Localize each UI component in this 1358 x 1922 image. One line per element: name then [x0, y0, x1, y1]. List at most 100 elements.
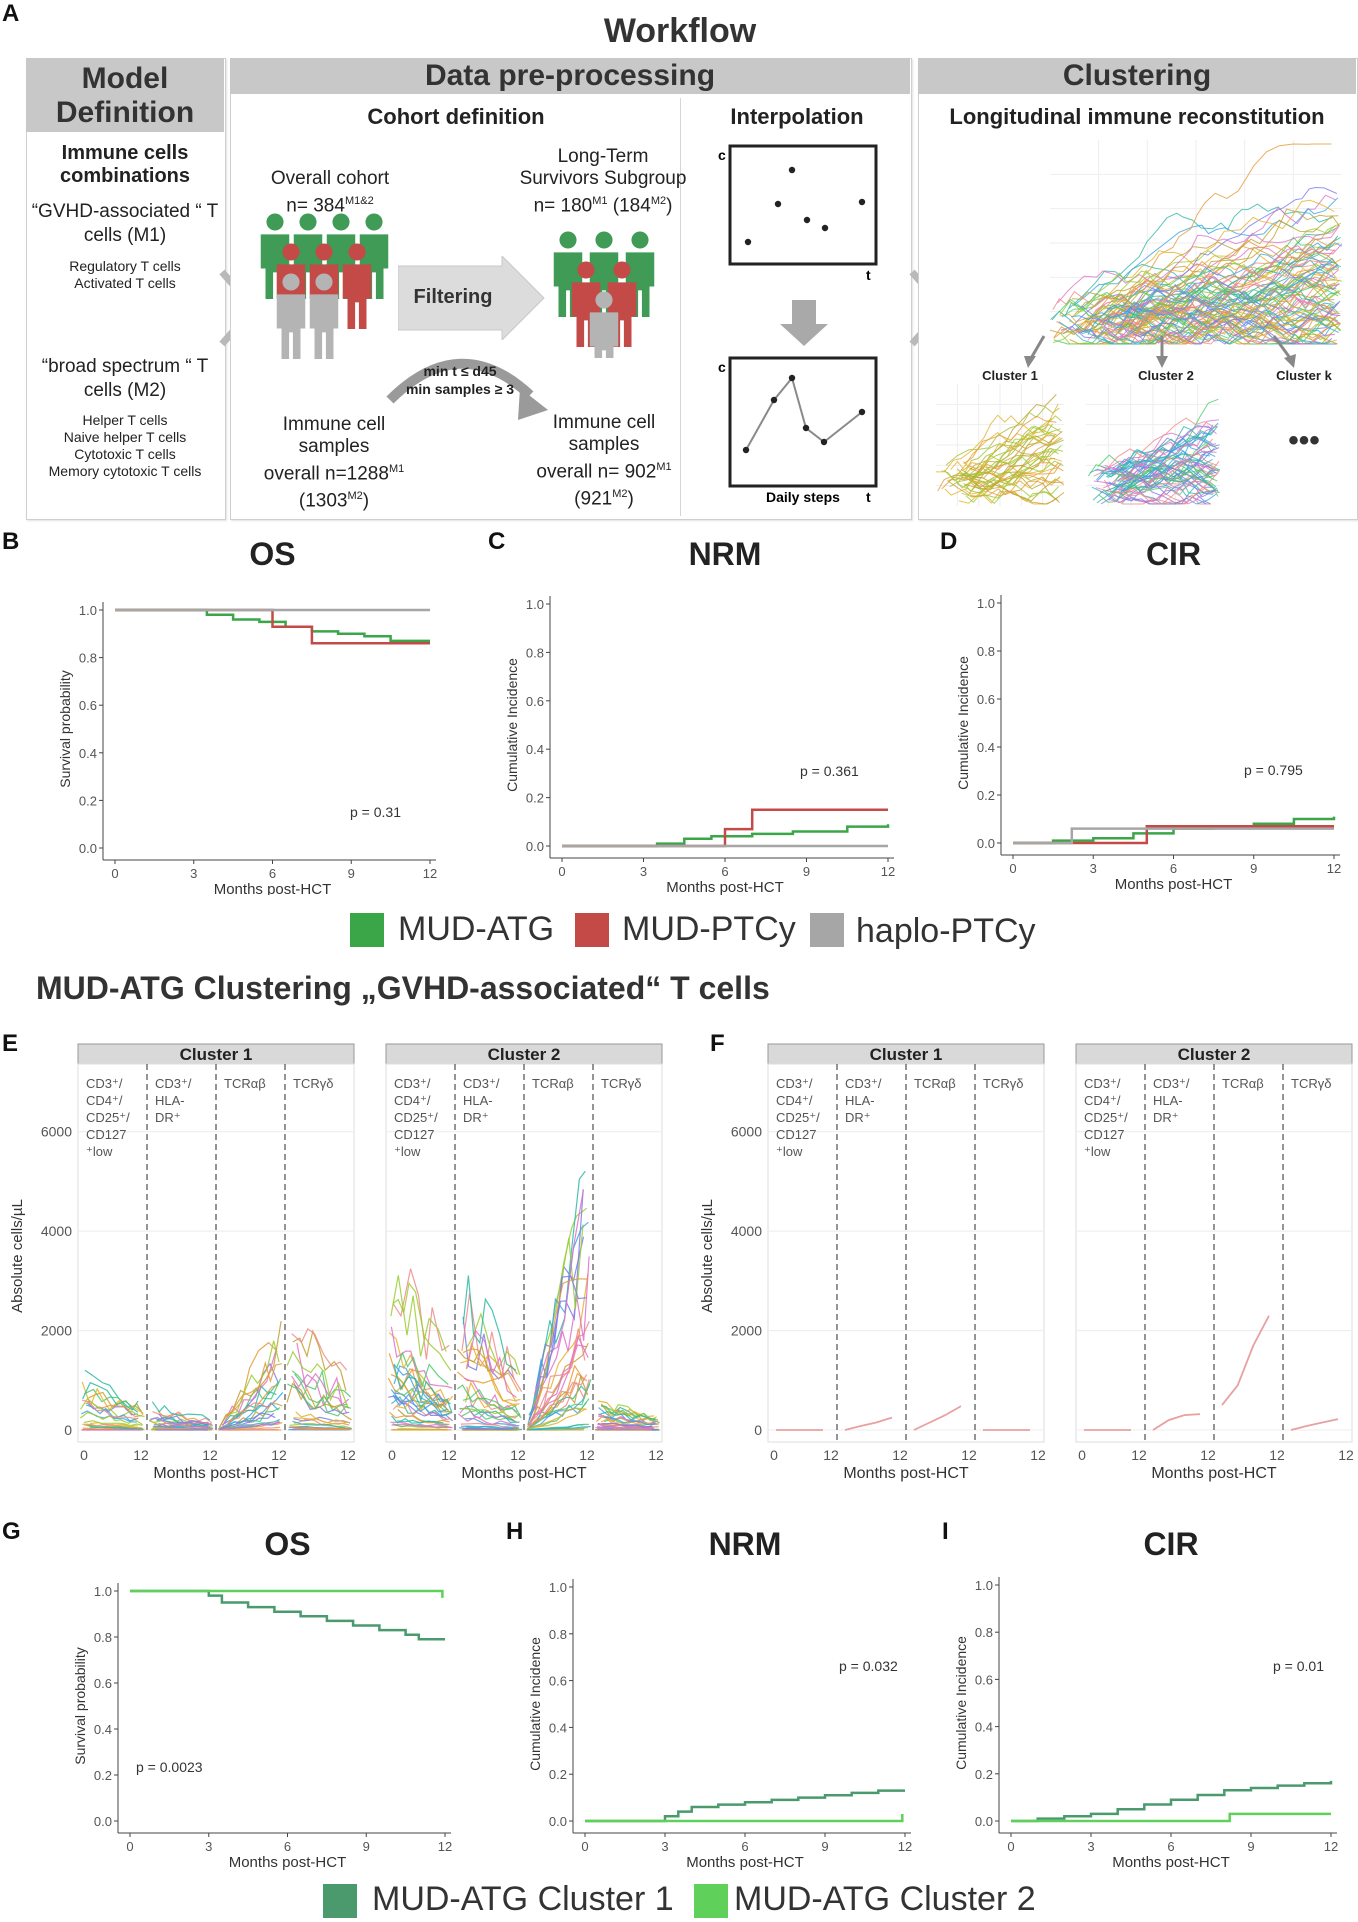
x-tick-label: 12: [1131, 1447, 1147, 1463]
facet-title: Cluster 2: [1178, 1045, 1251, 1064]
x-tick-label: 12: [423, 866, 437, 881]
p-value-label: p = 0.032: [839, 1658, 898, 1674]
segment-label: TCRγδ: [983, 1076, 1023, 1091]
segment-label: TCRγδ: [293, 1076, 333, 1091]
overall-cohort-text: Overall cohort: [270, 168, 390, 189]
trajectory-line: [603, 1404, 657, 1422]
panel-letter-e: E: [2, 1030, 19, 1057]
person-head: [282, 243, 300, 261]
x-tick-label: 0: [770, 1447, 778, 1463]
trajectory-line: [1076, 263, 1333, 345]
y-axis-label: Absolute cells/µL: [9, 1199, 26, 1313]
trajectory-line: [1121, 300, 1336, 345]
trajectory-line: [950, 432, 1058, 471]
segment-label: CD3⁺/: [86, 1076, 123, 1091]
trajectory-line: [218, 1421, 281, 1431]
x-tick-label: 12: [648, 1447, 664, 1463]
trajectory-line: [1114, 470, 1220, 505]
daily-steps-label: Daily steps: [766, 489, 840, 505]
y-tick-label: 0.8: [94, 1630, 112, 1645]
trajectory-line: [154, 1427, 213, 1431]
broad-item: Cytotoxic T cells: [74, 446, 176, 462]
trajectory-line: [85, 1404, 139, 1422]
trajectory-line: [291, 1373, 348, 1414]
x-tick-label: 12: [438, 1839, 452, 1854]
trajectory-line: [948, 437, 1064, 481]
trajectory-line: [293, 1417, 349, 1425]
gvhd-associated-label: “GVHD-associated “ T cells (M1): [31, 201, 219, 246]
samples-right-4-text: (921: [574, 488, 613, 510]
trajectory-line: [532, 1321, 590, 1419]
x-tick-label: 12: [961, 1447, 977, 1463]
y-tick-label: 0.2: [79, 793, 97, 808]
samples-right-2: samples: [568, 434, 640, 455]
trajectory-line: [88, 1391, 144, 1415]
overall-cohort-n: n= 384M1&2: [240, 190, 420, 217]
interp-dot: [820, 438, 828, 446]
trajectory-line: [527, 1424, 584, 1431]
y-tick-label: 0.2: [977, 788, 995, 803]
legend-label-cluster-2: MUD-ATG Cluster 2: [734, 1880, 1036, 1918]
chart-os-b: OS 0.0 0.2 0.4 0.6 0.8 1.0 0 3 6 9 12 Months post-HC…: [57, 536, 437, 895]
segment-label: HLA-: [845, 1093, 875, 1108]
trajectory-line: [1091, 316, 1336, 345]
trajectory-line: [1072, 197, 1339, 307]
segment-label: TCRαβ: [914, 1076, 956, 1091]
broad-spectrum-label: “broad spectrum “ T cells (M2): [41, 356, 209, 401]
panel-letter-b: B: [2, 528, 20, 555]
panel-letter-i: I: [942, 1518, 949, 1545]
preprocessing-header: Data pre-processing: [230, 58, 910, 94]
trajectory-line: [1071, 215, 1340, 305]
samples-right-sup: M1: [656, 461, 672, 473]
trajectory-line: [603, 1416, 656, 1426]
person-head: [595, 231, 613, 249]
x-tick-label: 12: [1269, 1447, 1285, 1463]
y-tick-label: 4000: [731, 1223, 762, 1239]
trajectory-line: [963, 461, 1058, 486]
trajectory-line: [227, 1340, 280, 1416]
lts-n-sup: M1: [592, 195, 608, 207]
x-tick-label: 12: [510, 1447, 526, 1463]
trajectory-line: [1118, 487, 1214, 503]
person-icon: [309, 273, 339, 359]
y-axis-label: Cumulative Incidence: [953, 1636, 969, 1770]
interp-dot: [802, 424, 810, 432]
trajectory-line: [941, 445, 1062, 482]
mean-curve: [1221, 1315, 1270, 1406]
trajectory-line: [460, 1422, 520, 1429]
trajectory-line: [391, 1415, 444, 1424]
segment-label: CD25⁺/: [394, 1110, 438, 1125]
cluster-2-label: Cluster 2: [1138, 368, 1194, 383]
lts-n: n= 180M1 (184M2): [508, 190, 698, 217]
y-tick-label: 0.8: [526, 645, 544, 660]
trajectory-line: [291, 1327, 348, 1371]
interpolation-diagram: c t c t Daily steps: [718, 144, 878, 505]
legend-label-mud-ptcy: MUD-PTCy: [622, 910, 796, 948]
trajectory-line: [292, 1329, 347, 1391]
filter-rules: min t ≤ d45 min samples ≥ 3: [390, 362, 530, 398]
x-tick-label: 0: [558, 864, 565, 879]
x-axis-label: Months post-HCT: [1112, 1854, 1230, 1871]
cluster-1-spaghetti-plot: [936, 384, 1065, 506]
x-tick-label: 3: [640, 864, 647, 879]
gvhd-item: Regulatory T cells: [69, 258, 181, 274]
interp-dot: [774, 200, 782, 208]
trajectory-line: [219, 1412, 276, 1430]
y-tick-label: 0.4: [549, 1720, 567, 1735]
trajectory-line: [965, 478, 1059, 504]
segment-label: CD3⁺/: [776, 1076, 813, 1091]
samples-left-3-text: overall n=1288: [263, 463, 389, 485]
overall-cohort-label: Overall cohort n= 384M1&2: [240, 168, 420, 217]
trajectory-line: [84, 1369, 139, 1411]
interp-dot: [858, 198, 866, 206]
lts-label: Long-Term Survivors Subgroup n= 180M1 (1…: [520, 146, 687, 217]
mean-curve: [844, 1416, 893, 1431]
filter-rule-1: min t ≤ d45: [423, 363, 497, 379]
broad-item: Memory cytotoxic T cells: [48, 463, 202, 479]
trajectory-line: [1126, 291, 1334, 329]
x-tick-label: 0: [388, 1447, 396, 1463]
trajectory-line: [533, 1189, 584, 1395]
panel-letter-h: H: [506, 1518, 524, 1545]
series-line-mud-atg-cluster-1: [585, 1789, 905, 1823]
y-tick-label: 2000: [41, 1323, 72, 1339]
